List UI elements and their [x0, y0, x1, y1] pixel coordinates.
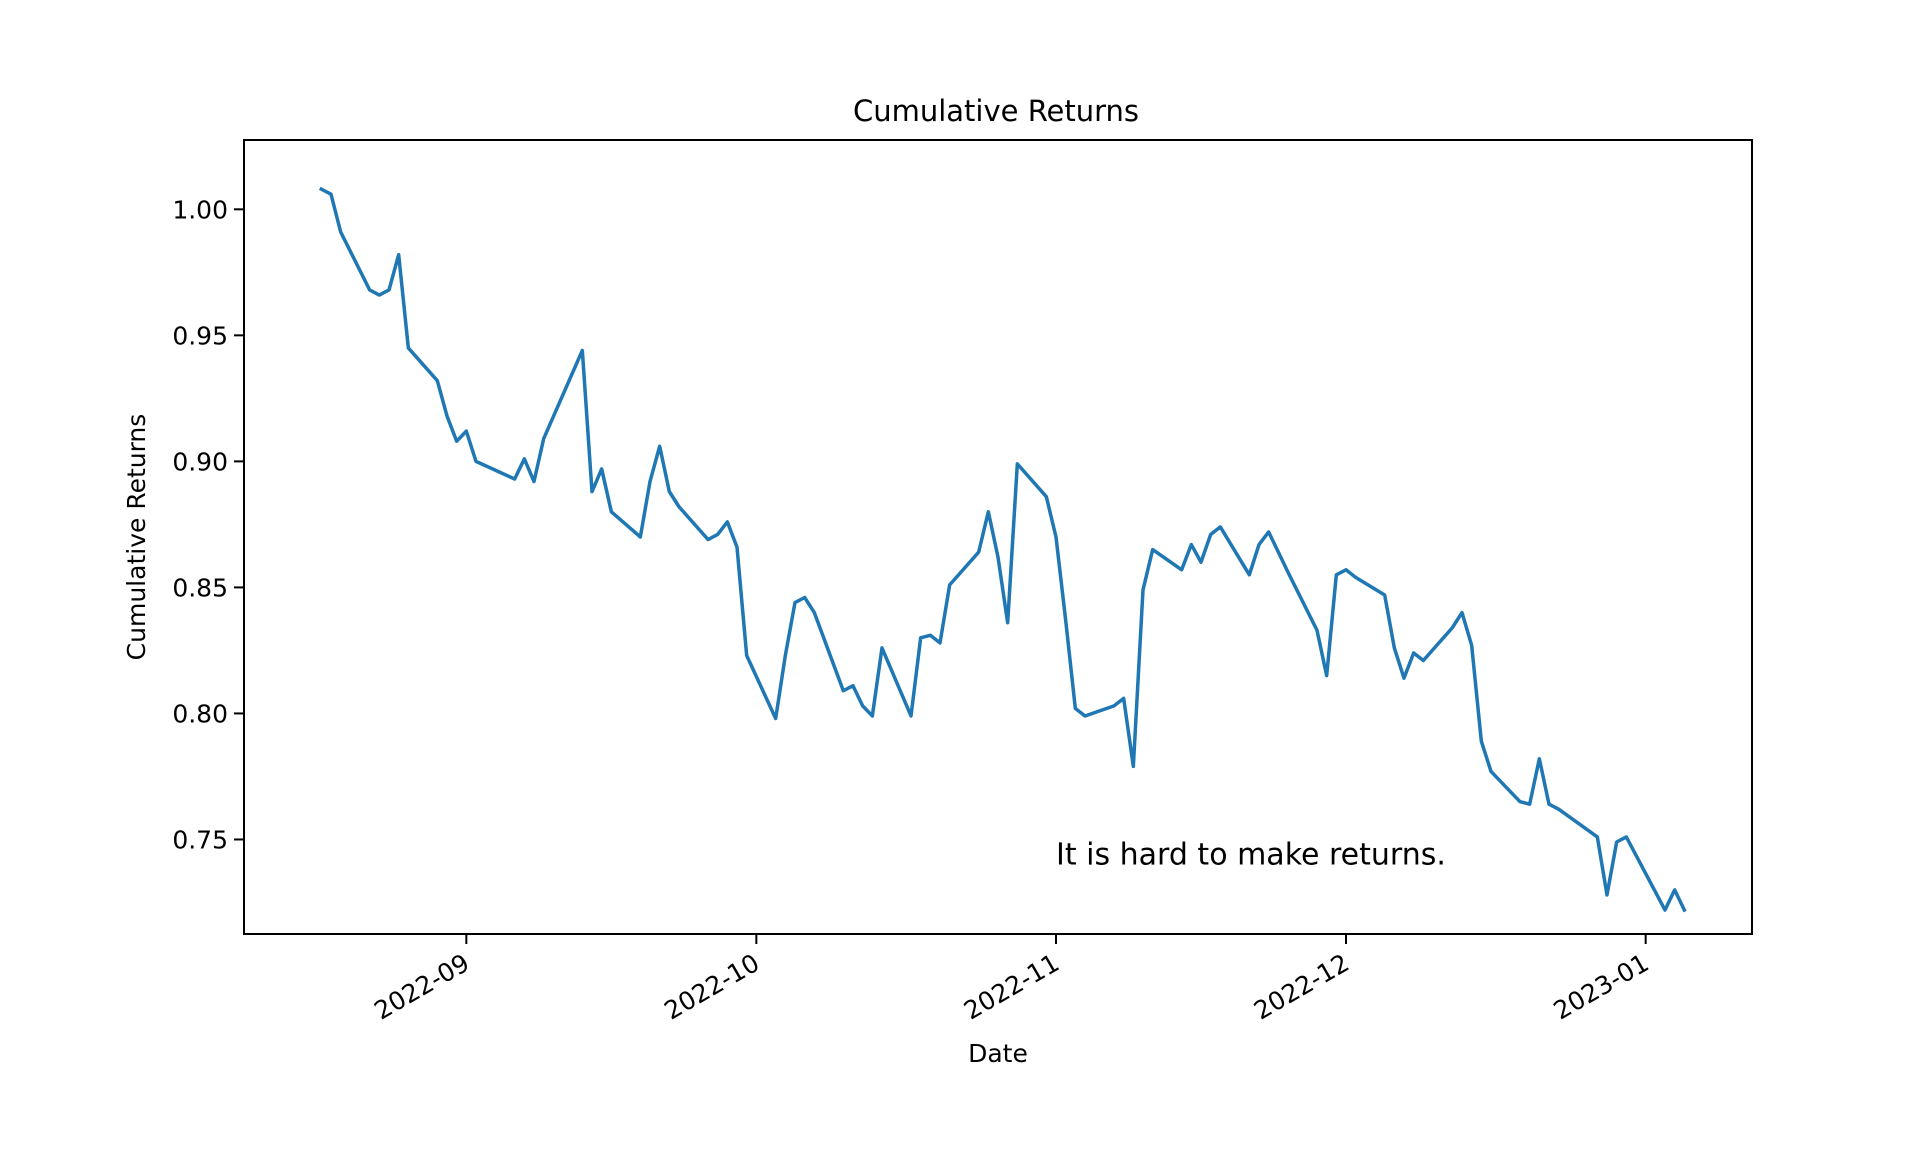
- x-tick-label: 2023-01: [1549, 948, 1654, 1025]
- y-tick-label: 0.80: [172, 699, 228, 728]
- plot-frame: [243, 139, 1753, 935]
- chart-annotation: It is hard to make returns.: [1056, 838, 1446, 873]
- x-tick-label: 2022-09: [369, 948, 474, 1025]
- chart-title: Cumulative Returns: [853, 94, 1139, 128]
- cumulative-returns-line: [318, 186, 1687, 913]
- x-axis-label: Date: [968, 1039, 1028, 1068]
- y-axis-label: Cumulative Returns: [122, 414, 151, 661]
- data-points: [321, 189, 1684, 910]
- y-tick-label: 0.95: [172, 321, 228, 350]
- x-tick-label: 2022-11: [959, 948, 1064, 1025]
- x-tick-label: 2022-12: [1249, 948, 1354, 1025]
- y-tick-label: 1.00: [172, 195, 228, 224]
- y-tick-label: 0.85: [172, 573, 228, 602]
- y-axis-ticks: 0.75 0.80 0.85 0.90 0.95 1.00: [172, 195, 244, 854]
- x-tick-label: 2022-10: [659, 948, 764, 1025]
- y-tick-label: 0.75: [172, 825, 228, 854]
- x-axis-ticks: 2022-09 2022-10 2022-11 2022-12 2023-01: [369, 934, 1654, 1025]
- y-tick-label: 0.90: [172, 447, 228, 476]
